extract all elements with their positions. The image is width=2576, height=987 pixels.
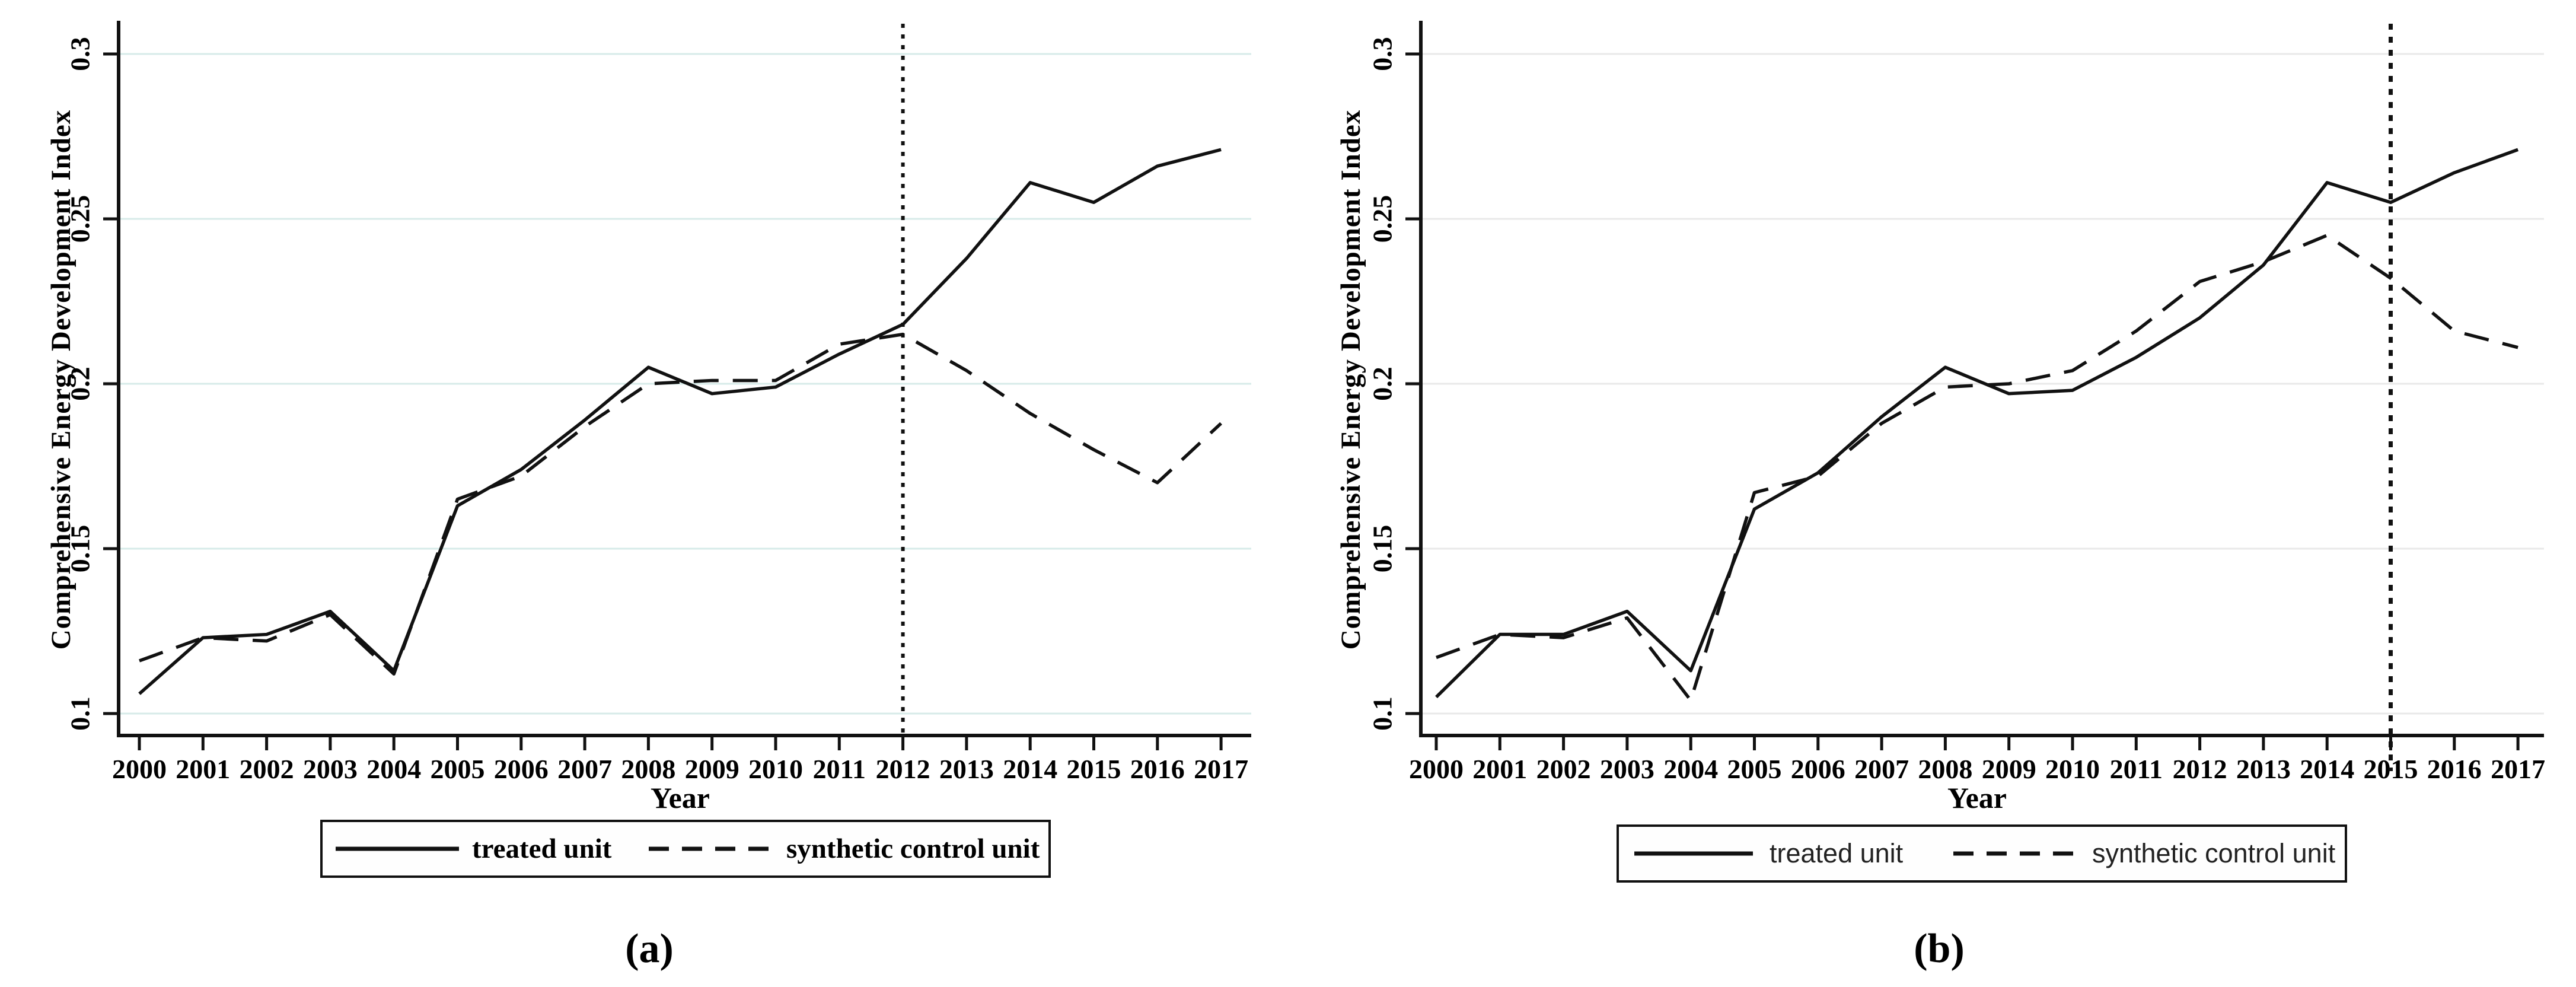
x-tick-label: 2016 bbox=[1130, 754, 1185, 784]
y-tick-label: 0.2 bbox=[65, 367, 95, 401]
x-tick-label: 2009 bbox=[685, 754, 739, 784]
y-tick-label: 0.25 bbox=[65, 195, 95, 243]
x-tick-label: 2008 bbox=[621, 754, 675, 784]
treated-unit-line bbox=[1435, 148, 2519, 699]
x-tick-label: 2001 bbox=[1472, 754, 1527, 784]
x-tick-label: 2012 bbox=[876, 754, 930, 784]
y-tick-label: 0.1 bbox=[65, 696, 95, 731]
x-tick-label: 2014 bbox=[1003, 754, 1057, 784]
treated-unit-line bbox=[138, 148, 1222, 695]
panel-b: 0.1 0.15 0.2 0.25 0.3 2000 2001 2002 2003 2004 200… bbox=[1288, 0, 2576, 987]
x-tick-label: 2008 bbox=[1918, 754, 1972, 784]
legend-treated-line-sample bbox=[336, 846, 459, 851]
x-tick-label: 2001 bbox=[176, 754, 230, 784]
legend-synthetic-line-sample bbox=[1953, 851, 2078, 856]
x-tick-label: 2006 bbox=[494, 754, 549, 784]
x-tick-label: 2006 bbox=[1791, 754, 1845, 784]
x-tick-label: 2015 bbox=[1067, 754, 1121, 784]
x-tick-label: 2013 bbox=[2236, 754, 2291, 784]
x-tick-label: 2003 bbox=[1600, 754, 1654, 784]
x-axis-title: Year bbox=[1947, 781, 2007, 814]
chart-b-canvas: 0.1 0.15 0.2 0.25 0.3 2000 2001 2002 2003 2004 200… bbox=[1367, 21, 2545, 784]
panel-a: 0.1 0.15 0.2 0.25 0.3 2000 2001 2002 2003 2004 200… bbox=[46, 21, 1251, 972]
x-tick-label: 2005 bbox=[1727, 754, 1782, 784]
x-tick-label: 2004 bbox=[366, 754, 421, 784]
chart-a-canvas: 0.1 0.15 0.2 0.25 0.3 2000 2001 2002 2003 2004 200… bbox=[65, 21, 1251, 784]
caption-a: (a) bbox=[625, 926, 674, 972]
y-tick-label: 0.15 bbox=[65, 525, 95, 573]
x-tick-label: 2011 bbox=[2110, 754, 2163, 784]
x-tick-label: 2014 bbox=[2300, 754, 2354, 784]
x-tick-label: 2003 bbox=[303, 754, 358, 784]
x-tick-label: 2016 bbox=[2427, 754, 2482, 784]
y-axis-title: Comprehensive Energy Development Index bbox=[1335, 109, 1366, 650]
x-tick-label: 2010 bbox=[748, 754, 803, 784]
legend-treated-label: treated unit bbox=[1770, 838, 1904, 868]
legend-b: treated unit synthetic control unit bbox=[1617, 824, 2347, 883]
x-tick-label: 2017 bbox=[1194, 754, 1248, 784]
y-tick-label: 0.1 bbox=[1367, 696, 1398, 731]
legend-synthetic-label: synthetic control unit bbox=[2092, 838, 2336, 868]
x-tick-label: 2007 bbox=[1854, 754, 1909, 784]
y-tick-label: 0.15 bbox=[1367, 525, 1398, 573]
x-tick-label: 2004 bbox=[1663, 754, 1718, 784]
x-tick-label: 2012 bbox=[2173, 754, 2227, 784]
x-tick-label: 2002 bbox=[240, 754, 294, 784]
legend-treated-label: treated unit bbox=[472, 833, 612, 864]
legend-synthetic-line-sample bbox=[649, 846, 776, 851]
synthetic-control-line bbox=[1436, 234, 2518, 702]
x-tick-label: 2011 bbox=[813, 754, 866, 784]
x-tick-label: 2005 bbox=[431, 754, 485, 784]
x-axis-title: Year bbox=[651, 781, 710, 814]
x-tick-label: 2000 bbox=[1409, 754, 1464, 784]
x-tick-label: 2007 bbox=[557, 754, 612, 784]
x-tick-label: 2010 bbox=[2045, 754, 2100, 784]
legend-treated-line-sample bbox=[1634, 851, 1753, 856]
x-tick-label: 2000 bbox=[112, 754, 167, 784]
y-tick-label: 0.25 bbox=[1367, 195, 1398, 243]
legend-synthetic-label: synthetic control unit bbox=[786, 833, 1040, 864]
y-tick-label: 0.3 bbox=[65, 37, 95, 71]
legend-a: treated unit synthetic control unit bbox=[320, 820, 1051, 878]
y-axis-title: Comprehensive Energy Development Index bbox=[46, 109, 76, 650]
x-tick-label: 2002 bbox=[1536, 754, 1591, 784]
caption-b: (b) bbox=[1914, 926, 1965, 972]
x-tick-label: 2017 bbox=[2491, 754, 2545, 784]
x-tick-label: 2009 bbox=[1982, 754, 2036, 784]
x-tick-label: 2013 bbox=[939, 754, 994, 784]
y-tick-label: 0.2 bbox=[1367, 367, 1398, 401]
y-tick-label: 0.3 bbox=[1367, 37, 1398, 71]
